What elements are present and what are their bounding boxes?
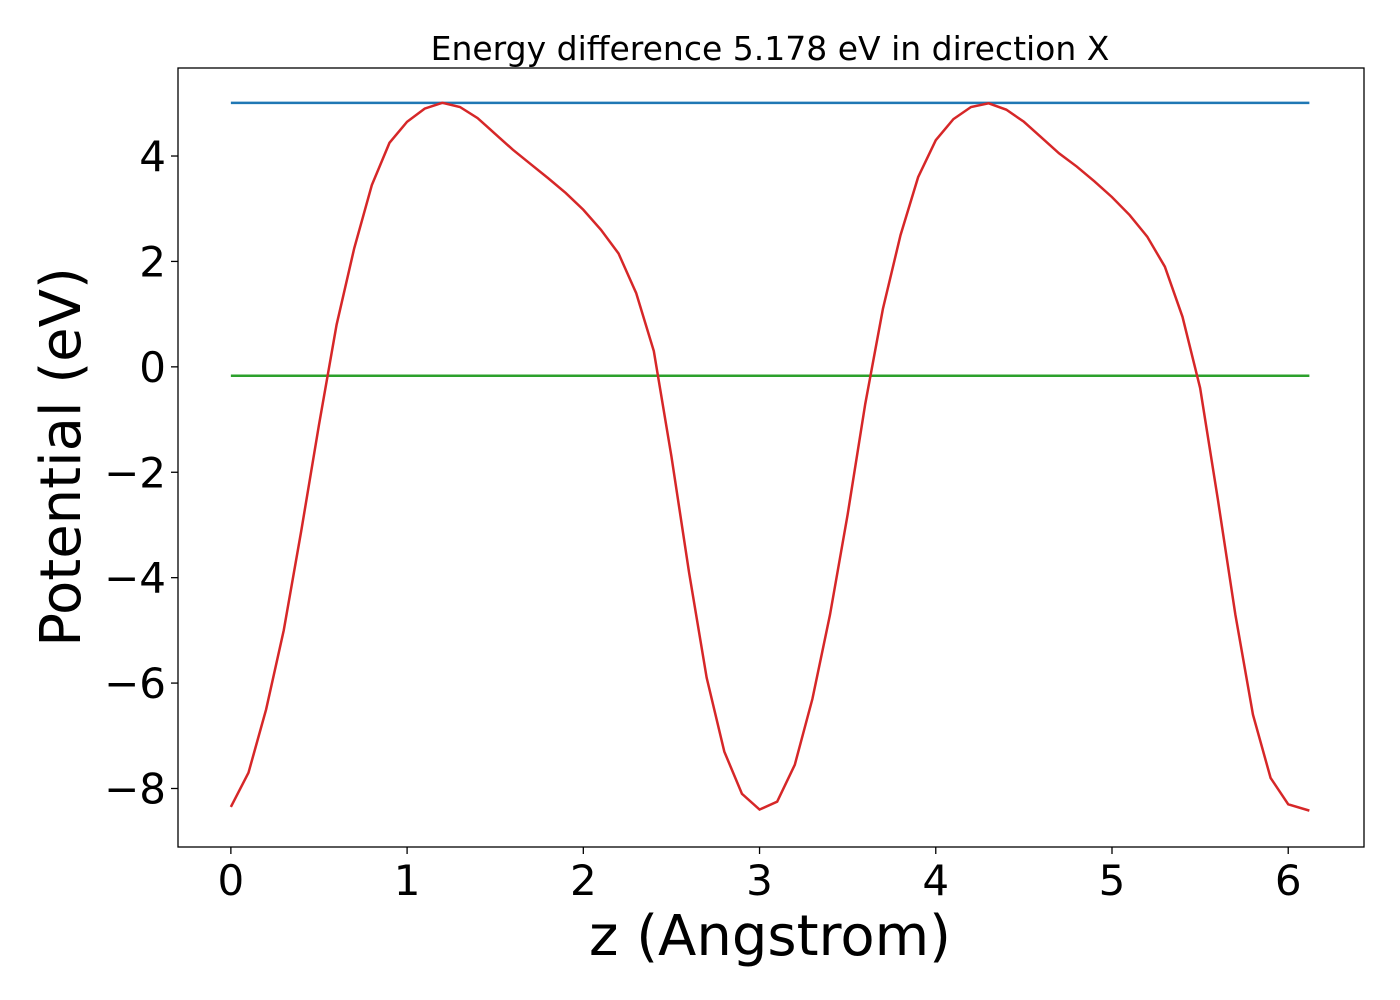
x-tick-label: 5 <box>1099 856 1126 905</box>
chart-title: Energy difference 5.178 eV in direction … <box>431 29 1110 68</box>
y-tick-label: −4 <box>104 554 166 603</box>
x-tick-label: 1 <box>394 856 421 905</box>
x-tick-label: 4 <box>922 856 949 905</box>
y-tick-label: 0 <box>139 343 166 392</box>
x-axis-label: z (Angstrom) <box>589 904 951 969</box>
y-tick-label: 4 <box>139 132 166 181</box>
plot-frame <box>177 67 1365 848</box>
y-tick-label: −2 <box>104 448 166 497</box>
line-series <box>229 101 1310 812</box>
x-tick-label: 2 <box>570 856 597 905</box>
x-tick-label: 0 <box>218 856 245 905</box>
y-axis-label: Potential (eV) <box>29 267 94 647</box>
y-tick-label: −6 <box>104 659 166 708</box>
x-tick-label: 6 <box>1275 856 1302 905</box>
y-tick-label: −8 <box>104 764 166 813</box>
y-tick-label: 2 <box>139 237 166 286</box>
x-tick-label: 3 <box>746 856 773 905</box>
